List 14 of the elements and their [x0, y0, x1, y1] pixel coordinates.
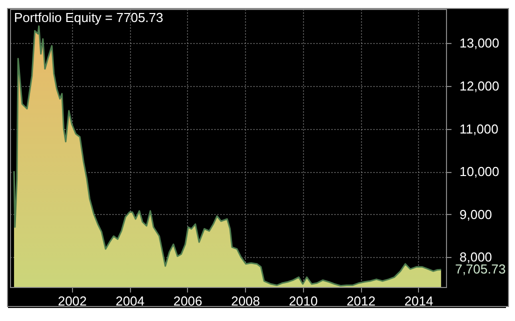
x-tick-label: 2002	[58, 294, 87, 308]
y-tick-label: 8,000	[460, 250, 492, 265]
x-tick-label: 2008	[231, 294, 260, 308]
x-tick-label: 2014	[404, 294, 434, 308]
x-tick-label: 2010	[288, 294, 318, 308]
x-tick-label: 2006	[173, 294, 202, 308]
y-tick-label: 10,000	[460, 164, 500, 180]
y-tick-label: 11,000	[460, 121, 498, 136]
y-tick-label: 13,000	[460, 36, 500, 51]
y-tick-label: 12,000	[460, 78, 500, 94]
chart-title: Portfolio Equity = 7705.73	[14, 10, 164, 25]
x-tick-label: 2004	[116, 294, 144, 308]
y-tick-label: 9,000	[460, 206, 492, 222]
x-tick-label: 2012	[346, 294, 376, 308]
